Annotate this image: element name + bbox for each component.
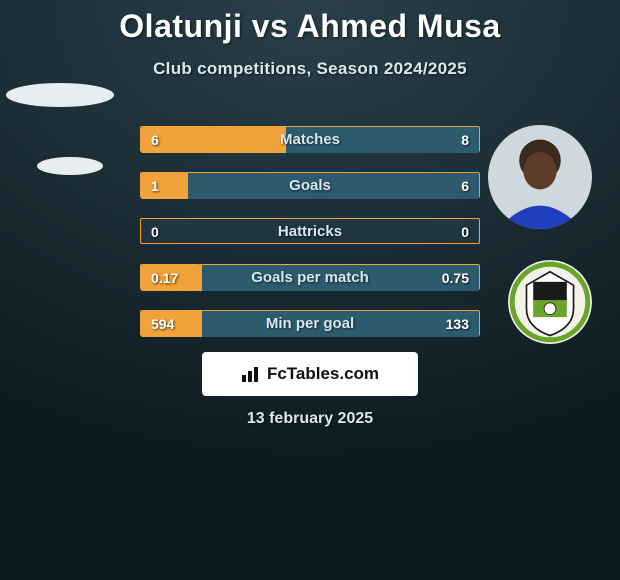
player-right-club-badge [508, 260, 592, 344]
bar-chart-icon [241, 365, 263, 383]
source-watermark: FcTables.com [202, 352, 418, 396]
page-title: Olatunji vs Ahmed Musa [0, 0, 620, 45]
stat-label: Goals [141, 173, 479, 199]
snapshot-date: 13 february 2025 [0, 410, 620, 428]
stat-row: 594133Min per goal [140, 310, 480, 336]
stat-row: 00Hattricks [140, 218, 480, 244]
stat-label: Min per goal [141, 311, 479, 337]
player-left-avatar [6, 83, 114, 107]
stat-row: 16Goals [140, 172, 480, 198]
player-left-club-badge [37, 157, 103, 175]
stat-row: 68Matches [140, 126, 480, 152]
stat-row: 0.170.75Goals per match [140, 264, 480, 290]
stat-label: Goals per match [141, 265, 479, 291]
stat-label: Hattricks [141, 219, 479, 245]
stat-label: Matches [141, 127, 479, 153]
stats-comparison-bars: 68Matches 16Goals 00Hattricks 0.170.75Goals… [140, 126, 480, 356]
comparison-infographic: Olatunji vs Ahmed Musa Club competitions… [0, 0, 620, 580]
club-crest-icon [508, 260, 592, 344]
player-right-avatar [488, 125, 592, 229]
page-subtitle: Club competitions, Season 2024/2025 [0, 59, 620, 79]
person-icon [488, 125, 592, 229]
watermark-text: FcTables.com [267, 364, 379, 384]
